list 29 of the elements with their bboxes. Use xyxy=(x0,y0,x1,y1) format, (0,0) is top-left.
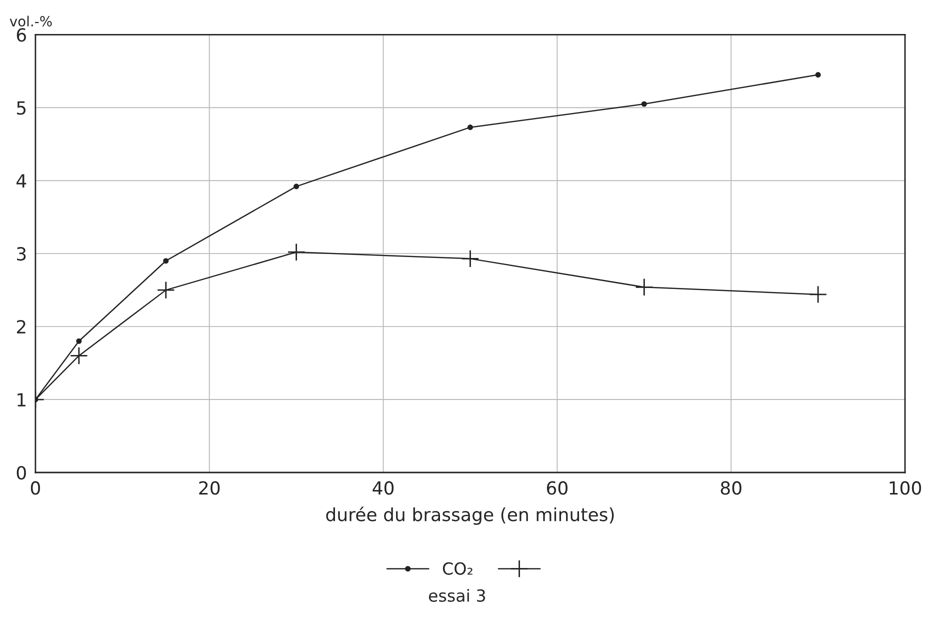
text: essai 3 xyxy=(428,588,486,602)
point xyxy=(467,124,474,130)
x-tick-label: 0 xyxy=(30,481,40,495)
x-tick-label: 40 xyxy=(372,481,394,495)
point xyxy=(809,285,828,304)
point xyxy=(76,338,82,344)
y-tick-label: 4 xyxy=(16,174,26,188)
point xyxy=(156,281,175,300)
y-axis-title: vol.-% xyxy=(10,16,52,27)
point xyxy=(294,184,300,190)
x-tick-label: 20 xyxy=(199,481,220,495)
y-tick-label: 1 xyxy=(18,393,26,406)
point xyxy=(641,101,647,107)
y-tick-label: 0 xyxy=(16,466,26,480)
y-tick-label: 6 xyxy=(16,28,26,42)
x-tick-label: 80 xyxy=(720,481,742,495)
point xyxy=(70,346,88,365)
point xyxy=(635,278,654,296)
point xyxy=(163,258,169,264)
point xyxy=(287,243,306,262)
y-tick-label: 3 xyxy=(17,247,26,261)
x-tick-label: 60 xyxy=(546,481,568,495)
y-tick-label: 2 xyxy=(16,320,26,334)
point xyxy=(815,72,821,78)
legend-label: CO₂ xyxy=(442,562,472,575)
x-axis-title: durée du brassage (en minutes) xyxy=(326,506,614,525)
point xyxy=(461,250,480,268)
x-tick-label: 100 xyxy=(890,481,922,495)
y-tick-label: 5 xyxy=(17,101,26,115)
